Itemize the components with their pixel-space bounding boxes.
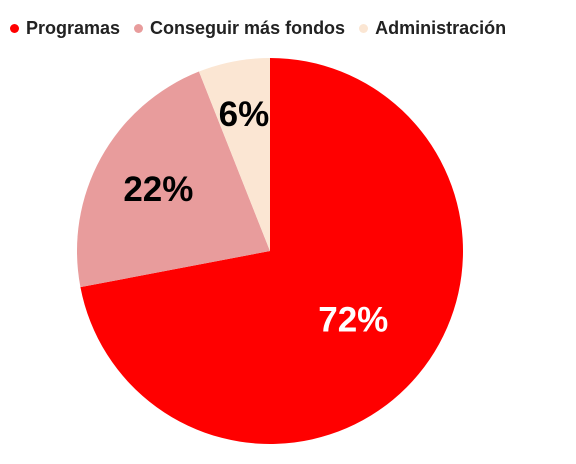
data-label-programas: 72% [318, 300, 388, 339]
legend-item-programas: Programas [10, 18, 120, 39]
chart-legend: Programas Conseguir más fondos Administr… [10, 18, 520, 39]
legend-swatch-administracion [359, 24, 369, 33]
data-label-conseguir-mas-fondos: 22% [123, 170, 193, 209]
legend-label-administracion: Administración [375, 18, 507, 38]
legend-item-conseguir-mas-fondos: Conseguir más fondos [134, 18, 345, 39]
legend-item-administracion: Administración [359, 18, 506, 39]
pie-slice-programas [80, 58, 463, 444]
pie-slice-conseguir-mas-fondos [76, 71, 270, 288]
legend-swatch-programas [10, 24, 19, 33]
legend-label-programas: Programas [26, 18, 121, 38]
pie-slice-administracion [198, 58, 270, 251]
legend-swatch-conseguir-mas-fondos [134, 24, 144, 33]
legend-label-conseguir-mas-fondos: Conseguir más fondos [150, 18, 346, 38]
data-label-administracion: 6% [219, 95, 270, 134]
